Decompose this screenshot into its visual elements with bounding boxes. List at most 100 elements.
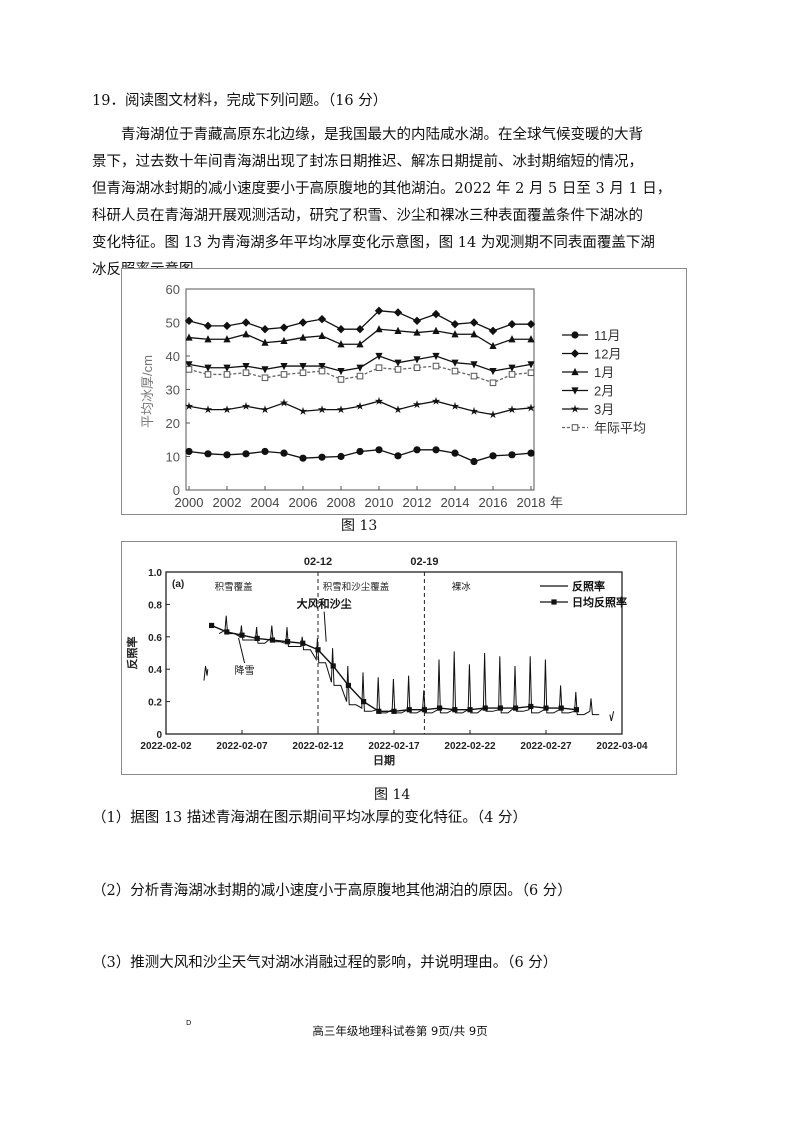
data-point xyxy=(413,364,421,372)
y-tick-label: 60 xyxy=(166,282,180,297)
legend-entry: 2月 xyxy=(562,384,614,399)
data-point xyxy=(489,367,497,376)
data-point xyxy=(224,629,230,635)
albedo-segment xyxy=(609,711,615,722)
data-point xyxy=(299,454,307,462)
data-point xyxy=(280,449,288,457)
data-point xyxy=(204,364,212,372)
data-point xyxy=(223,364,231,372)
data-point xyxy=(508,364,516,372)
data-point xyxy=(184,401,194,410)
x-tick-label: 2022-03-04 xyxy=(596,741,648,752)
annotation-label: 大风和沙尘 xyxy=(297,597,352,611)
data-point xyxy=(203,321,213,331)
data-point xyxy=(315,647,321,653)
data-point xyxy=(526,319,536,329)
x-tick-label: 2010 xyxy=(365,495,394,510)
annotation-label: 降雪 xyxy=(235,664,255,677)
data-point xyxy=(413,356,421,364)
data-point xyxy=(336,325,346,334)
legend-marker xyxy=(571,331,579,339)
data-point xyxy=(412,400,422,409)
legend-label: 1月 xyxy=(594,365,614,380)
data-point xyxy=(261,366,269,374)
data-point xyxy=(223,335,231,343)
data-point xyxy=(223,451,231,459)
series-1 xyxy=(184,306,536,336)
data-point xyxy=(375,364,383,372)
legend-marker xyxy=(551,599,557,605)
intro-paragraph: 青海湖位于青藏高原东北边缘，是我国最大的内陆咸水湖。在全球气候变暖的大背 景下，… xyxy=(92,122,732,284)
x-tick-label: 2018 xyxy=(517,495,546,510)
data-point xyxy=(412,316,422,326)
series-4 xyxy=(184,396,536,419)
corner-mark: D xyxy=(186,1019,192,1027)
data-point xyxy=(375,352,383,361)
panel-label: (a) xyxy=(172,579,184,590)
data-point xyxy=(356,340,364,348)
data-point xyxy=(432,362,440,370)
figure-13-chart: 0 10 20 30 40 50 60 2000 2002 2004 2006 2008 2010 201… xyxy=(121,268,687,515)
legend-marker xyxy=(570,349,580,358)
series-3 xyxy=(185,352,535,376)
data-point xyxy=(361,699,367,705)
data-point xyxy=(507,319,517,329)
data-point xyxy=(337,367,345,376)
legend-entry: 3月 xyxy=(562,402,614,417)
data-point xyxy=(242,450,250,458)
data-point xyxy=(355,325,365,334)
data-point xyxy=(260,325,270,334)
data-point xyxy=(437,705,443,711)
data-point xyxy=(330,663,336,669)
albedo-chart: 0 0.2 0.4 0.6 0.8 1.0 2022-02-02 2022-02-07 2022… xyxy=(125,556,648,767)
data-point xyxy=(345,682,351,688)
data-point xyxy=(469,318,479,327)
data-point xyxy=(204,335,212,343)
data-point xyxy=(279,323,289,332)
y-axis-label: 反照率 xyxy=(125,637,139,670)
albedo-fragments xyxy=(203,665,615,722)
data-point xyxy=(254,635,260,642)
sub-question-2: （2）分析青海湖冰封期的减小速度小于高原腹地其他湖泊的原因。（6 分） xyxy=(92,883,572,899)
period-label: 积雪和沙尘覆盖 xyxy=(323,581,390,593)
data-point xyxy=(450,319,460,329)
data-point xyxy=(513,705,519,711)
legend-label: 12月 xyxy=(594,347,621,362)
data-point xyxy=(223,371,231,378)
data-point xyxy=(300,640,306,646)
legend-marker xyxy=(571,387,579,395)
data-point xyxy=(318,453,326,461)
legend-label: 2月 xyxy=(594,384,614,399)
data-point xyxy=(280,336,288,345)
x-tick-label: 2022-02-02 xyxy=(140,741,192,752)
data-point xyxy=(394,326,402,334)
data-point xyxy=(451,367,459,375)
intro-line: 景下，过去数十年间青海湖出现了封冻日期推迟、解冻日期提前、冰封期缩短的情况， xyxy=(92,154,643,170)
data-point xyxy=(298,406,308,415)
data-point xyxy=(356,447,364,456)
y-tick-label: 0.2 xyxy=(148,698,162,709)
question-heading: 19．阅读图文材料，完成下列问题。（16 分） xyxy=(92,93,388,109)
annotation-arrow xyxy=(238,637,246,664)
legend-entry: 年际平均 xyxy=(562,421,646,436)
divider-label: 02-19 xyxy=(410,556,438,568)
y-tick-label: 0.4 xyxy=(148,665,162,676)
daily-mean-series xyxy=(209,622,579,714)
x-tick-label: 2006 xyxy=(289,495,318,510)
intro-line: 但青海湖冰封期的减小速度要小于高原腹地的其他湖泊。2022 年 2 月 5 日至… xyxy=(92,181,672,197)
series-2 xyxy=(185,325,535,350)
data-point xyxy=(185,447,193,456)
data-point xyxy=(394,366,402,373)
data-point xyxy=(391,708,397,714)
data-point xyxy=(394,452,402,460)
data-point xyxy=(508,371,516,378)
x-tick-label: 2000 xyxy=(175,495,204,510)
data-point xyxy=(488,410,498,419)
x-tick-label: 2008 xyxy=(327,495,356,510)
data-point xyxy=(394,359,402,367)
data-point xyxy=(573,707,579,713)
period-label: 裸冰 xyxy=(452,581,472,593)
x-axis-label: 年 xyxy=(550,495,563,510)
data-point xyxy=(355,401,365,410)
data-point xyxy=(470,372,478,380)
